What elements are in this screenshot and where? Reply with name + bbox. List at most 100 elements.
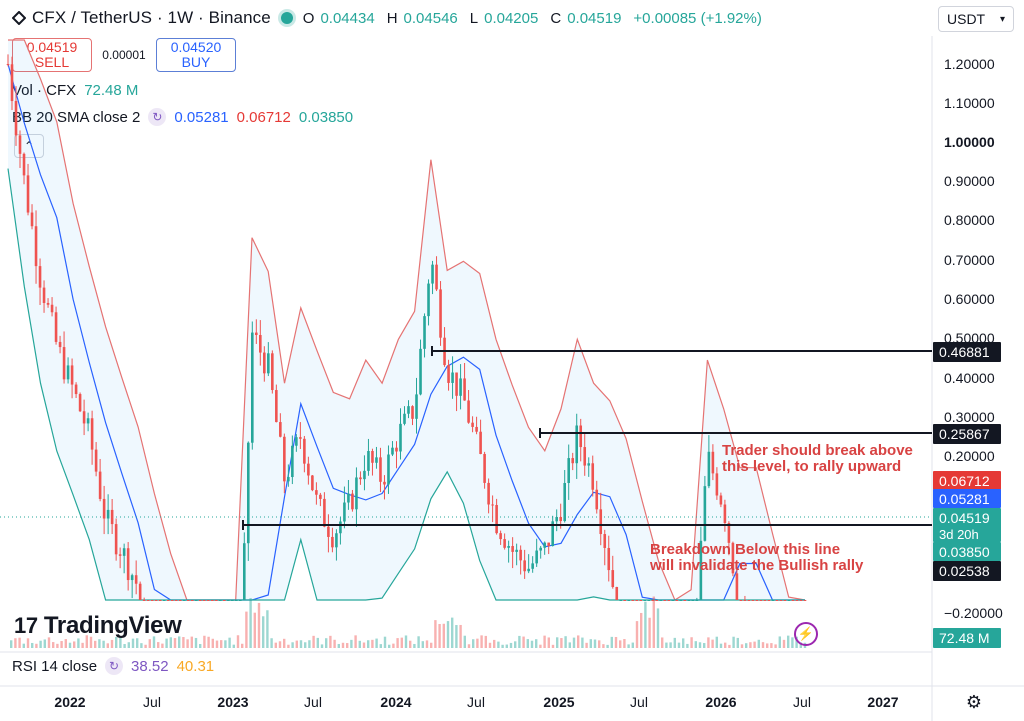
candle-body [635,600,639,601]
volume-bar [438,624,441,648]
candle-body [567,458,571,483]
volume-bar [560,638,563,648]
sell-price: 0.04519 [26,39,78,55]
volume-bar [85,635,88,648]
candle-body [415,394,418,419]
candle-body [367,450,370,471]
volume-bar [312,635,315,648]
candle-body [419,348,422,395]
volume-bar [770,643,773,648]
tradingview-logo[interactable]: 17 TradingView [14,612,182,640]
candle-body [455,372,458,396]
last-price-badge-sub: 3d 20h [939,527,979,542]
volume-bar [799,642,802,648]
volume-bar [661,637,664,648]
candle-body [463,378,466,401]
volume-value: 72.48 M [84,82,139,99]
candle-body [431,264,434,284]
last-price-badge-text: 0.04519 [939,510,990,526]
candle-body [499,533,502,540]
volume-bar [106,643,109,648]
candle-body [579,425,583,448]
bollinger-fill-area [8,40,805,600]
volume-bar [220,640,223,648]
volume-bar [81,642,84,648]
rsi-loop-icon[interactable]: ↻ [105,657,124,675]
ohlc-values: O 0.04434 H 0.04546 L 0.04205 C 0.04519 +0.0… [303,10,768,27]
candle-body [355,477,358,510]
candle-body [371,450,374,463]
bollinger-legend[interactable]: BB 20 SMA close 2 ↻ 0.05281 0.06712 0.03… [12,108,353,126]
candle-body [331,536,334,548]
volume-bar [627,644,630,648]
candle-body [299,437,302,439]
rsi-label: RSI 14 close [12,657,98,675]
volume-bar [232,644,235,648]
currency-select[interactable]: USDT ▾ [938,6,1014,32]
volume-bar [173,638,177,648]
settings-gear-icon[interactable]: ⚙ [965,691,983,712]
volume-bar [257,602,261,648]
volume-bar [333,639,336,648]
candle-body [359,477,362,480]
time-tick-label: Jul [143,694,161,710]
candle-body [779,600,783,601]
candle-body [10,64,14,102]
volume-bar [539,644,542,648]
bollinger-lower: 0.03850 [298,108,354,126]
volume-bar [329,635,332,648]
volume-bar [388,644,391,648]
candle-body [255,332,258,336]
buy-button[interactable]: 0.04520 BUY [156,38,236,72]
candle-body [619,600,623,601]
price-tick-label: 1.20000 [944,56,995,72]
symbol-logo-icon [12,11,26,25]
price-tick-label: −0.20000 [944,605,1003,621]
volume-bar [47,637,51,648]
volume-bar [682,638,685,648]
candle-body [411,406,414,419]
candle-body [347,493,350,503]
candle-body [711,451,715,474]
annotation-text: Breakdown Below this line [650,541,840,558]
candle-body [226,600,230,601]
candle-body [667,600,671,601]
volume-legend[interactable]: Vol · CFX 72.48 M [12,82,138,99]
volume-bar [740,644,744,648]
rsi-legend[interactable]: RSI 14 close ↻ 38.52 40.31 [12,657,214,675]
candle-body [114,524,118,555]
volume-bar [698,642,702,648]
price-tick-label: 0.60000 [944,291,995,307]
lightning-icon[interactable]: ⚡ [794,622,818,646]
volume-bar [509,642,513,648]
level-badge-text: 0.46881 [939,344,990,360]
volume-bar [102,640,105,648]
chart-title[interactable]: CFX / TetherUS · 1W · Binance [32,8,271,27]
volume-bar [165,638,168,648]
candle-body [759,600,763,601]
candle-body [703,486,707,541]
loop-icon[interactable]: ↻ [148,108,167,126]
candle-body [146,600,150,601]
sell-label: SELL [34,54,70,70]
candle-body [587,463,591,466]
volume-bar [677,642,681,648]
volume-bar [157,642,160,648]
candle-body [751,600,755,601]
volume-bar [22,643,25,648]
volume-bar [131,638,135,648]
candle-body [18,135,22,154]
volume-bar [568,642,571,648]
candle-body [767,600,771,601]
volume-bar [514,641,517,648]
sell-button[interactable]: 0.04519 SELL [12,38,92,72]
candle-body [138,583,142,600]
volume-bar [451,617,454,648]
bollinger-upper-line [8,39,806,601]
volume-bar [467,644,471,648]
candle-body [563,482,566,522]
volume-bar [224,640,227,648]
candle-body [451,372,454,383]
